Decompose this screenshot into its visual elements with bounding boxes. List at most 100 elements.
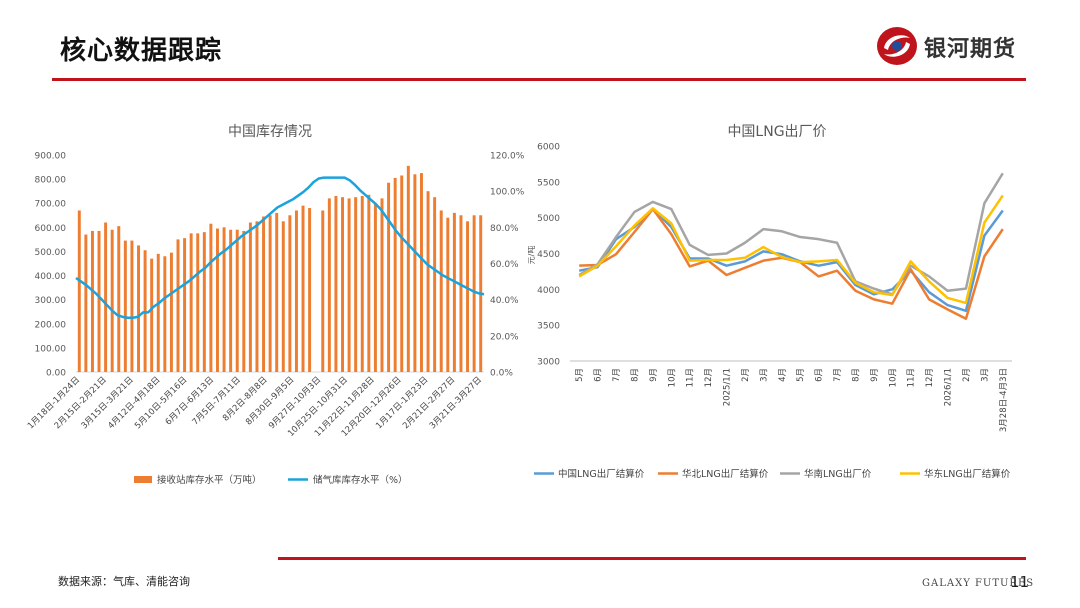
chart2-x-tick: 6月 (815, 368, 825, 382)
chart2-x-tick: 2026/1/1 (944, 368, 954, 406)
storage-level-line (75, 176, 485, 319)
chart2-y-tick: 3000 (537, 358, 560, 368)
inventory-bar (202, 232, 206, 372)
legend-label: 中国LNG出厂结算价 (558, 468, 645, 480)
inventory-bar (301, 205, 305, 372)
chart1-y-tick: 300.00 (35, 296, 67, 306)
chart2-x-tick: 6月 (594, 368, 604, 382)
chart1-y2-tick: 120.0% (490, 152, 525, 162)
inventory-bar (117, 226, 121, 372)
inventory-bar (77, 210, 81, 372)
inventory-bar (176, 239, 180, 372)
inventory-bar (387, 182, 391, 372)
chart2-x-tick: 2025/1/1 (723, 368, 733, 406)
inventory-bar (123, 240, 127, 372)
chart2-y-tick: 4000 (537, 286, 560, 296)
inventory-bar (222, 227, 226, 372)
legend-label: 华北LNG出厂结算价 (682, 468, 769, 480)
inventory-bar (288, 215, 292, 372)
inventory-chart: 中国库存情况 0.00 100.00 200.00 300.00 400.00 500.0… (26, 124, 525, 486)
chart1-y-tick: 0.00 (46, 369, 66, 379)
inventory-bar (275, 212, 279, 372)
chart2-x-tick: 8月 (631, 368, 641, 382)
inventory-bar (446, 217, 450, 372)
inventory-bar (163, 256, 167, 372)
inventory-bar (196, 233, 200, 372)
chart2-x-tick: 3月28日-4月3日 (999, 368, 1009, 432)
chart1-y2-tick: 40.0% (490, 296, 519, 306)
inventory-bar (130, 240, 134, 372)
chart1-y2-tick: 20.0% (490, 332, 519, 342)
inventory-bar (406, 165, 410, 372)
inventory-bar (433, 197, 437, 372)
chart1-y2-tick: 100.0% (490, 188, 525, 198)
legend-label-bar: 接收站库存水平（万吨） (157, 474, 262, 486)
inventory-bar (104, 222, 108, 372)
chart1-y-tick: 800.00 (35, 176, 67, 186)
chart2-x-tick: 7月 (612, 368, 622, 382)
inventory-bar (150, 258, 154, 372)
chart1-y2-tick: 60.0% (490, 260, 519, 270)
inventory-bar (90, 230, 94, 372)
inventory-bar (209, 223, 213, 372)
chart2-x-tick: 3月 (759, 368, 769, 382)
chart1-legend: 接收站库存水平（万吨） 储气库库存水平（%） (134, 474, 408, 486)
chart2-title: 中国LNG出厂价 (727, 124, 826, 140)
inventory-bar (420, 173, 423, 372)
inventory-bar (327, 198, 331, 372)
chart2-y-tick: 5000 (537, 214, 560, 224)
inventory-bar (360, 195, 364, 372)
chart2-legend: 中国LNG出厂结算价 华北LNG出厂结算价 华南LNG出厂价 华东LNG出厂结算价 (534, 468, 1011, 480)
inventory-bar (439, 210, 443, 372)
inventory-bar (97, 230, 101, 372)
inventory-bar (183, 238, 187, 372)
chart2-x-tick: 7月 (833, 368, 843, 382)
chart1-x-tick: 3月21日-3月27日 (428, 375, 484, 431)
chart1-y2-tick: 80.0% (490, 224, 519, 234)
legend-label: 华南LNG出厂价 (804, 468, 872, 480)
legend-label: 华东LNG出厂结算价 (924, 468, 1011, 480)
chart1-y-tick: 600.00 (35, 224, 67, 234)
legend-swatch-bar (134, 476, 152, 483)
chart2-y-tick: 6000 (537, 143, 560, 153)
inventory-bar (137, 245, 140, 372)
chart2-x-tick: 9月 (649, 368, 659, 382)
brand-english: GALAXY FUTURES (922, 578, 1035, 589)
brand-name: 银河期货 (924, 37, 1017, 62)
inventory-bar (400, 175, 404, 372)
brand-logo: 银河期货 (876, 26, 1036, 66)
inventory-bar (268, 215, 272, 372)
inventory-bar (373, 203, 377, 372)
price-series-line (578, 172, 1004, 296)
inventory-bar (452, 212, 456, 372)
inventory-bar (308, 208, 312, 372)
chart2-x-tick: 11月 (686, 368, 696, 387)
chart2-ylabel: 元/吨 (528, 246, 536, 265)
chart2-x-tick: 10月 (888, 368, 898, 387)
chart1-y-tick: 700.00 (35, 200, 67, 210)
inventory-bar (334, 195, 338, 372)
chart2-x-tick: 5月 (575, 368, 585, 382)
inventory-bar (294, 210, 298, 372)
page-title: 核心数据跟踪 (60, 36, 223, 66)
inventory-bar (235, 229, 239, 372)
chart2-x-tick: 12月 (925, 368, 935, 387)
inventory-bar (156, 253, 160, 372)
inventory-bar (341, 197, 344, 372)
inventory-bar (216, 228, 219, 372)
chart2-x-tick: 9月 (870, 368, 880, 382)
chart1-y-tick: 100.00 (35, 344, 67, 354)
inventory-bar (347, 198, 351, 372)
chart2-x-tick: 10月 (667, 368, 677, 387)
chart2-x-tick: 2月 (741, 368, 751, 382)
chart2-y-tick: 4500 (537, 250, 560, 260)
inventory-bar (229, 229, 233, 372)
inventory-bar (354, 197, 358, 372)
inventory-bar (459, 215, 463, 372)
price-series-line (578, 194, 1004, 305)
inventory-bar (248, 222, 252, 372)
inventory-bar (466, 221, 470, 372)
inventory-bar (262, 216, 266, 372)
inventory-bar (321, 210, 325, 372)
chart2-y-tick: 3500 (537, 322, 560, 332)
